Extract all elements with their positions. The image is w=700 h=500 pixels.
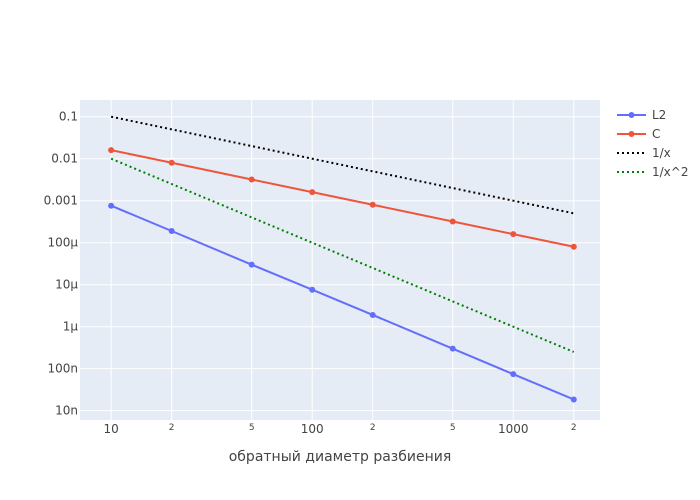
data-point [510, 371, 517, 378]
y-axis-ticks: 0.1 0.01 0.001 100μ 10μ 1μ 100n 10n [44, 110, 79, 418]
y-tick-label: 0.01 [51, 152, 78, 166]
legend-label: C [652, 127, 660, 141]
y-tick-label: 0.001 [44, 194, 78, 208]
y-tick-label: 100μ [47, 236, 78, 250]
legend-item[interactable]: 1/x^2 [617, 165, 688, 179]
series-2 [110, 115, 574, 215]
series-line [110, 149, 574, 248]
data-point [108, 202, 115, 209]
y-tick-label: 1μ [63, 320, 79, 334]
series-layer [108, 115, 577, 403]
legend-label: L2 [652, 108, 666, 122]
plot-background [80, 100, 600, 420]
x-minor-tick-label: 5 [249, 423, 255, 433]
x-axis-title: обратный диаметр разбиения [229, 449, 452, 465]
series-0 [108, 202, 577, 403]
series-line [110, 115, 574, 215]
y-tick-label: 100n [47, 362, 78, 376]
x-minor-tick-label: 2 [169, 423, 175, 433]
data-point [309, 286, 316, 293]
legend-item[interactable]: 1/x [617, 146, 671, 160]
data-point [449, 345, 456, 352]
data-point [510, 231, 517, 238]
legend-item[interactable]: L2 [617, 108, 666, 122]
y-tick-label: 10n [55, 404, 78, 418]
x-axis-ticks: 10 100 1000 2 5 2 5 2 [104, 422, 577, 436]
series-line [110, 204, 575, 401]
data-point [570, 243, 577, 250]
data-point [108, 147, 115, 154]
x-tick-label: 1000 [498, 422, 529, 436]
data-point [449, 218, 456, 225]
legend-marker [628, 112, 635, 118]
data-point [309, 189, 316, 196]
series-line [110, 157, 575, 353]
data-point [168, 159, 175, 166]
data-point [168, 227, 175, 234]
series-1 [108, 147, 577, 250]
legend[interactable]: L2 C 1/x 1/x^2 [617, 108, 688, 179]
legend-marker [628, 131, 635, 137]
data-point [570, 396, 577, 403]
y-tick-label: 0.1 [59, 110, 78, 124]
x-tick-label: 100 [301, 422, 324, 436]
series-3 [110, 157, 575, 353]
legend-label: 1/x^2 [652, 165, 688, 179]
legend-label: 1/x [652, 146, 671, 160]
x-minor-tick-label: 2 [370, 423, 376, 433]
y-tick-label: 10μ [55, 278, 78, 292]
data-point [248, 261, 255, 268]
x-tick-label: 10 [104, 422, 119, 436]
data-point [369, 201, 376, 208]
x-minor-tick-label: 2 [571, 423, 577, 433]
data-point [248, 176, 255, 183]
data-point [369, 311, 376, 318]
x-minor-tick-label: 5 [450, 423, 456, 433]
legend-item[interactable]: C [617, 127, 660, 141]
